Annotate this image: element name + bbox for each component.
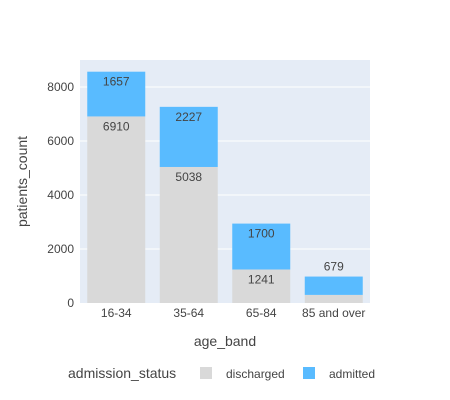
y-axis-title: patients_count: [14, 136, 30, 227]
bar-value-label: 1700: [248, 227, 275, 241]
legend-item-admitted: admitted: [329, 367, 375, 381]
bar-admitted: [159, 106, 218, 167]
legend-swatch-admitted: [303, 367, 315, 379]
x-axis-title: age_band: [194, 333, 256, 349]
x-tick-label: 85 and over: [302, 306, 365, 320]
x-axis-ticks: 16-34 35-64 65-84 85 and over: [101, 306, 366, 320]
bar-discharged: [159, 166, 218, 303]
x-tick-label: 16-34: [101, 306, 132, 320]
bar-discharged: [304, 294, 363, 303]
y-tick-label: 4000: [47, 188, 74, 202]
bar-discharged: [87, 116, 146, 304]
y-tick-label: 6000: [47, 134, 74, 148]
y-tick-label: 8000: [47, 80, 74, 94]
bar-value-label: 1241: [248, 272, 275, 286]
bar-value-label: 5038: [175, 170, 202, 184]
bar-admitted: [304, 276, 363, 295]
bar-value-label: 1657: [103, 75, 130, 89]
legend: admission_status discharged admitted: [68, 365, 375, 381]
bars: [87, 71, 363, 304]
x-tick-label: 65-84: [246, 306, 277, 320]
legend-item-discharged: discharged: [226, 367, 285, 381]
bar-admitted: [232, 223, 291, 270]
y-axis-ticks: 0 2000 4000 6000 8000: [47, 80, 74, 310]
bar-value-label: 2227: [175, 110, 202, 124]
bar-value-label: 679: [324, 260, 344, 274]
bar-labels: 6910 1657 5038 2227 1241 1700 679: [103, 75, 344, 287]
y-tick-label: 0: [67, 296, 74, 310]
legend-title: admission_status: [68, 365, 176, 381]
x-tick-label: 35-64: [173, 306, 204, 320]
bar-admitted: [87, 71, 146, 117]
bar-discharged: [232, 269, 291, 303]
legend-swatch-discharged: [200, 367, 212, 379]
bar-value-label: 6910: [103, 119, 130, 133]
y-tick-label: 2000: [47, 242, 74, 256]
